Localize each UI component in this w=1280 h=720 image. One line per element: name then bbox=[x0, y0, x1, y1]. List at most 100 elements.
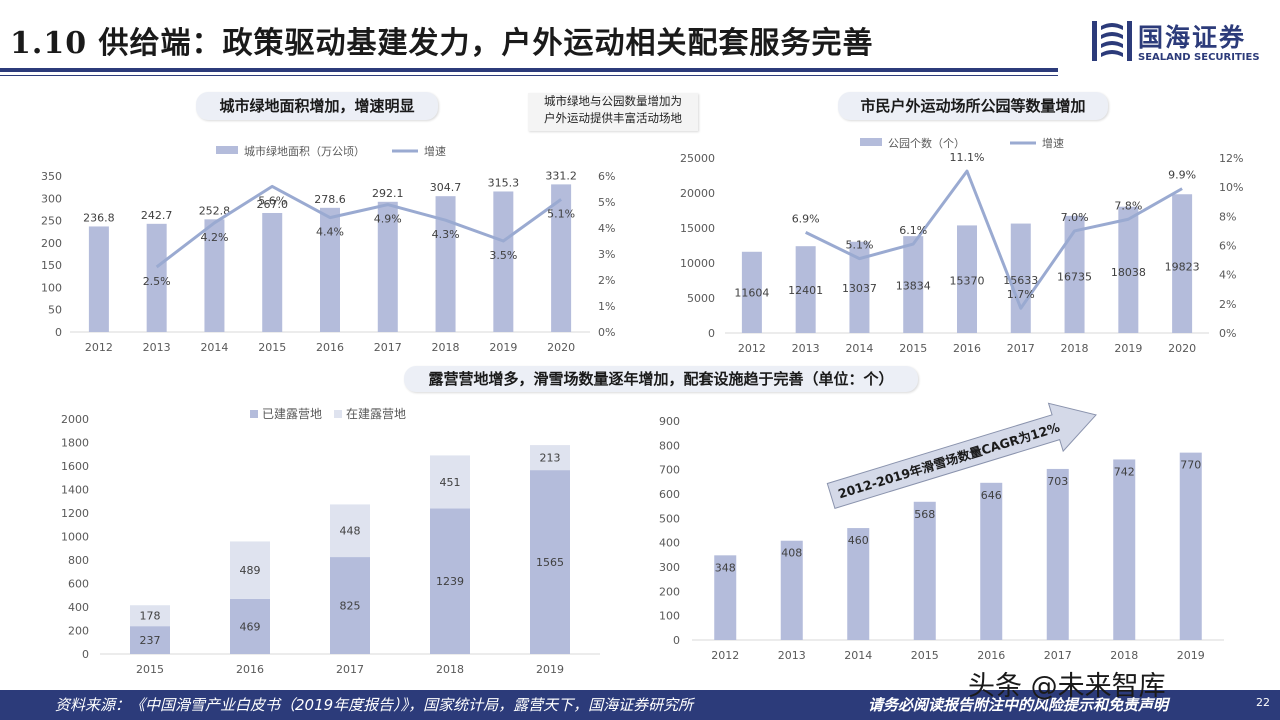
title-divider-thin bbox=[0, 75, 1058, 76]
cagr-arrow-shape bbox=[826, 402, 1097, 509]
y2-tick-label: 4% bbox=[598, 222, 615, 235]
y-tick-label: 100 bbox=[659, 610, 680, 623]
y-tick-label: 0 bbox=[673, 634, 680, 647]
ski-resort-bar bbox=[1046, 468, 1069, 640]
y-tick-label: 1800 bbox=[61, 437, 89, 450]
note-line-1: 城市绿地与公园数量增加为 bbox=[544, 94, 682, 108]
logo-name: 国海证券 bbox=[1138, 23, 1247, 52]
built-value-label: 825 bbox=[340, 600, 361, 613]
bar-value-label: 19823 bbox=[1165, 261, 1200, 274]
bar bbox=[493, 191, 514, 332]
bar-value-label: 252.8 bbox=[199, 204, 231, 217]
bar bbox=[262, 212, 283, 332]
x-tick-label: 2016 bbox=[953, 342, 981, 355]
x-tick-label: 2016 bbox=[977, 649, 1005, 662]
ski-resort-bar bbox=[714, 555, 737, 640]
line-value-label: 4.2% bbox=[200, 231, 228, 244]
x-tick-label: 2016 bbox=[236, 663, 264, 676]
bar-value-label: 11604 bbox=[734, 286, 769, 299]
ski-resort-bar bbox=[913, 501, 936, 640]
bar bbox=[1118, 206, 1139, 333]
x-tick-label: 2013 bbox=[792, 342, 820, 355]
disclaimer-link[interactable]: 请务必阅读报告附注中的风险提示和免责声明 bbox=[868, 696, 1169, 714]
bar bbox=[849, 241, 870, 333]
bar-value-label: 331.2 bbox=[545, 169, 577, 182]
growth-rate-line bbox=[155, 184, 562, 269]
bar-value-label: 242.7 bbox=[141, 209, 173, 222]
bar bbox=[435, 196, 456, 332]
bar-value-label: 703 bbox=[1047, 475, 1068, 488]
y2-tick-label: 8% bbox=[1219, 210, 1236, 223]
bar bbox=[88, 226, 109, 332]
y-tick-label: 0 bbox=[708, 327, 715, 340]
x-tick-label: 2017 bbox=[374, 341, 402, 354]
building-value-label: 489 bbox=[240, 564, 261, 577]
y-tick-label: 5000 bbox=[687, 292, 715, 305]
bar bbox=[957, 225, 977, 333]
bar bbox=[903, 236, 924, 333]
y-tick-label: 100 bbox=[41, 281, 62, 294]
bar-value-label: 292.1 bbox=[372, 187, 404, 200]
x-tick-label: 2020 bbox=[1168, 342, 1196, 355]
y2-tick-label: 6% bbox=[598, 170, 615, 183]
y-tick-label: 800 bbox=[68, 554, 89, 567]
bar bbox=[320, 207, 340, 332]
source-note: 资料来源：《中国滑雪产业白皮书（2019年度报告）》，国家统计局，露营天下，国海… bbox=[55, 696, 694, 714]
x-tick-label: 2012 bbox=[85, 341, 113, 354]
x-tick-label: 2012 bbox=[738, 342, 766, 355]
y-tick-label: 0 bbox=[82, 648, 89, 661]
built-campsite-bar bbox=[230, 598, 270, 654]
bar bbox=[1064, 215, 1085, 333]
bar-value-label: 315.3 bbox=[488, 176, 520, 189]
y-tick-label: 300 bbox=[659, 561, 680, 574]
title-divider bbox=[0, 68, 1058, 72]
line-value-label: 4.3% bbox=[432, 228, 460, 241]
y2-tick-label: 0% bbox=[1219, 327, 1236, 340]
line-value-label: 4.4% bbox=[316, 226, 344, 239]
y-tick-label: 150 bbox=[41, 259, 62, 272]
bar-value-label: 236.8 bbox=[83, 211, 115, 224]
x-tick-label: 2015 bbox=[899, 342, 927, 355]
y-tick-label: 500 bbox=[659, 512, 680, 525]
bar bbox=[741, 251, 762, 333]
legend-bar-label: 城市绿地面积（万公顷） bbox=[244, 144, 365, 158]
legend-building-swatch bbox=[334, 410, 342, 418]
line-value-label: 5.6% bbox=[258, 194, 286, 207]
built-value-label: 237 bbox=[140, 634, 161, 647]
building-campsite-bar bbox=[130, 605, 170, 627]
bar-value-label: 568 bbox=[914, 508, 935, 521]
y-tick-label: 1200 bbox=[61, 507, 89, 520]
bar-value-label: 646 bbox=[981, 489, 1002, 502]
line-value-label: 11.1% bbox=[950, 151, 985, 164]
y2-tick-label: 3% bbox=[598, 248, 615, 261]
built-value-label: 1565 bbox=[536, 556, 564, 569]
y-tick-label: 400 bbox=[68, 601, 89, 614]
y-tick-label: 300 bbox=[41, 192, 62, 205]
y-tick-label: 700 bbox=[659, 464, 680, 477]
line-value-label: 4.9% bbox=[374, 213, 402, 226]
line-value-label: 7.8% bbox=[1114, 199, 1142, 212]
building-campsite-bar bbox=[330, 504, 370, 558]
x-tick-label: 2016 bbox=[316, 341, 344, 354]
bar-value-label: 408 bbox=[781, 547, 802, 560]
ski-resort-bar bbox=[1179, 452, 1202, 640]
x-tick-label: 2015 bbox=[911, 649, 939, 662]
park-count-title: 市民户外运动场所公园等数量增加 bbox=[838, 92, 1108, 120]
bar-value-label: 267.0 bbox=[256, 198, 288, 211]
y2-tick-label: 6% bbox=[1219, 240, 1236, 253]
y2-tick-label: 0% bbox=[598, 326, 615, 339]
built-campsite-bar bbox=[530, 470, 570, 654]
legend-built-swatch bbox=[250, 410, 258, 418]
y2-tick-label: 2% bbox=[598, 274, 615, 287]
x-tick-label: 2017 bbox=[1044, 649, 1072, 662]
legend-line-label: 增速 bbox=[424, 144, 446, 158]
bar-value-label: 13037 bbox=[842, 282, 877, 295]
green-area-chart: 0 50 100 150 200 250 300 350 0% 1% 2% 3% 4% 5% 6% 2012 2… bbox=[41, 144, 615, 354]
line-value-label: 5.1% bbox=[845, 239, 873, 252]
page-title: 1.10 供给端：政策驱动基建发力，户外运动相关配套服务完善 bbox=[10, 26, 874, 61]
bar-value-label: 304.7 bbox=[430, 181, 462, 194]
y-tick-label: 50 bbox=[48, 304, 62, 317]
ski-resort-chart: 0 100 200 300 400 500 600 700 800 900 348 2012 408 20… bbox=[659, 402, 1224, 662]
legend-bar-label: 公园个数（个） bbox=[888, 137, 965, 150]
line-value-label: 2.5% bbox=[143, 275, 171, 288]
